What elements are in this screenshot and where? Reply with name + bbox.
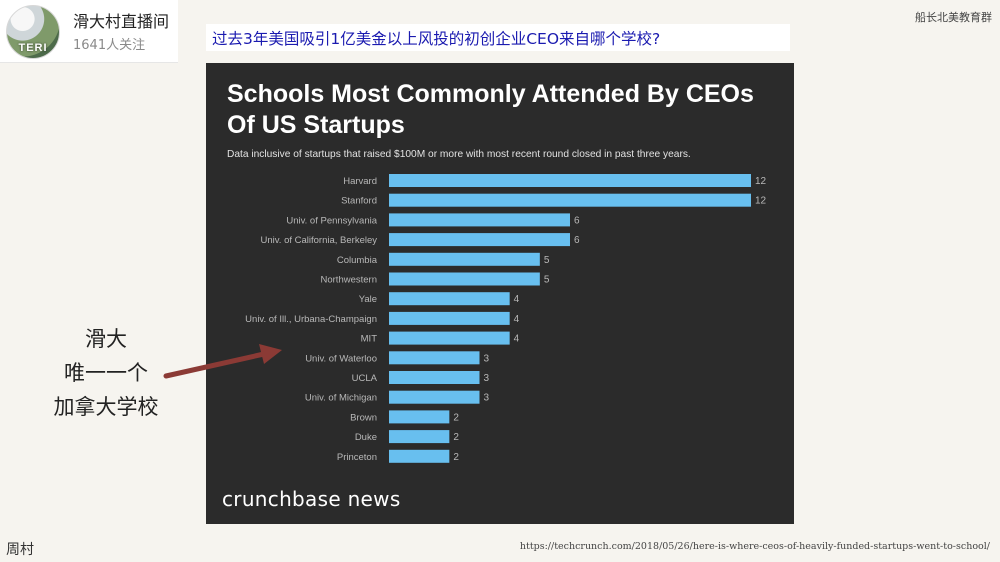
bar-category-label: Princeton (337, 452, 377, 463)
bar (389, 272, 540, 286)
footer-author: 周村 (6, 542, 34, 558)
bar-value-label: 2 (453, 412, 459, 423)
bar-category-label: Brown (350, 412, 377, 423)
avatar-text: TERI (18, 42, 48, 54)
bar-value-label: 3 (484, 393, 490, 404)
bar-value-label: 5 (544, 255, 550, 266)
bar (389, 390, 480, 404)
bar-value-label: 5 (544, 275, 550, 286)
org-label: 船长北美教育群 (915, 11, 992, 24)
slide-headline: 过去3年美国吸引1亿美金以上风投的初创企业CEO来自哪个学校? (212, 30, 661, 48)
bar-value-label: 6 (574, 235, 580, 246)
bar-category-label: Univ. of Waterloo (305, 353, 377, 364)
bar-value-label: 4 (514, 334, 520, 345)
bar-category-label: Stanford (341, 196, 377, 207)
annotation-line-1: 滑大 (85, 327, 127, 351)
bar-value-label: 12 (755, 176, 767, 187)
bar-category-label: Univ. of Michigan (305, 393, 377, 404)
bar-category-label: Northwestern (321, 275, 378, 286)
bar-category-label: Univ. of Pennsylvania (286, 215, 377, 226)
channel-avatar[interactable]: TERI (6, 5, 60, 59)
chart-panel: Schools Most Commonly Attended By CEOs O… (206, 63, 794, 524)
bar-value-label: 3 (484, 353, 490, 364)
arrow-icon (163, 344, 282, 379)
channel-name[interactable]: 滑大村直播间 (73, 12, 170, 31)
follower-count: 1641人关注 (73, 38, 146, 53)
bar-value-label: 12 (755, 196, 767, 207)
bar-category-label: UCLA (352, 373, 378, 384)
bar-category-label: Columbia (337, 255, 378, 266)
bar (389, 449, 450, 463)
bar (389, 331, 510, 345)
bar-category-label: Yale (359, 294, 377, 305)
source-link[interactable]: https://techcrunch.com/2018/05/26/here-i… (519, 541, 990, 552)
bar-value-label: 4 (514, 294, 520, 305)
bar (389, 193, 751, 207)
bar (389, 430, 450, 444)
bar-value-label: 6 (574, 215, 580, 226)
bar (389, 233, 570, 247)
bar-value-label: 2 (453, 452, 459, 463)
annotation-text: 滑大 唯一一个 加拿大学校 (36, 322, 176, 424)
bar-category-label: Univ. of Ill., Urbana-Champaign (245, 314, 377, 325)
bar-category-label: Harvard (343, 176, 377, 187)
bar-chart: Harvard 12 Stanford 12 Univ. of Pennsylvania… (245, 174, 767, 463)
bar-category-label: Univ. of California, Berkeley (260, 235, 377, 246)
channel-profile-card[interactable]: TERI 滑大村直播间 1641人关注 (0, 0, 178, 63)
bar (389, 174, 751, 187)
bar (389, 410, 450, 424)
bar (389, 252, 540, 266)
annotation-line-3: 加拿大学校 (53, 395, 159, 419)
annotation-line-2: 唯一一个 (64, 361, 148, 385)
chart-subtitle: Data inclusive of startups that raised $… (227, 149, 691, 160)
bar-value-label: 3 (484, 373, 490, 384)
bar-value-label: 2 (453, 432, 459, 443)
bar-category-label: MIT (361, 334, 378, 345)
crunchbase-logo: crunchbase news (222, 487, 401, 511)
bar-value-label: 4 (514, 314, 520, 325)
bar (389, 311, 510, 325)
headline-box: 过去3年美国吸引1亿美金以上风投的初创企业CEO来自哪个学校? (206, 24, 790, 51)
bar (389, 371, 480, 384)
bar-category-label: Duke (355, 432, 377, 443)
bar (389, 213, 570, 227)
bar (389, 292, 510, 306)
chart-title: Schools Most Commonly Attended By CEOs O… (227, 80, 754, 139)
bar (389, 351, 480, 365)
